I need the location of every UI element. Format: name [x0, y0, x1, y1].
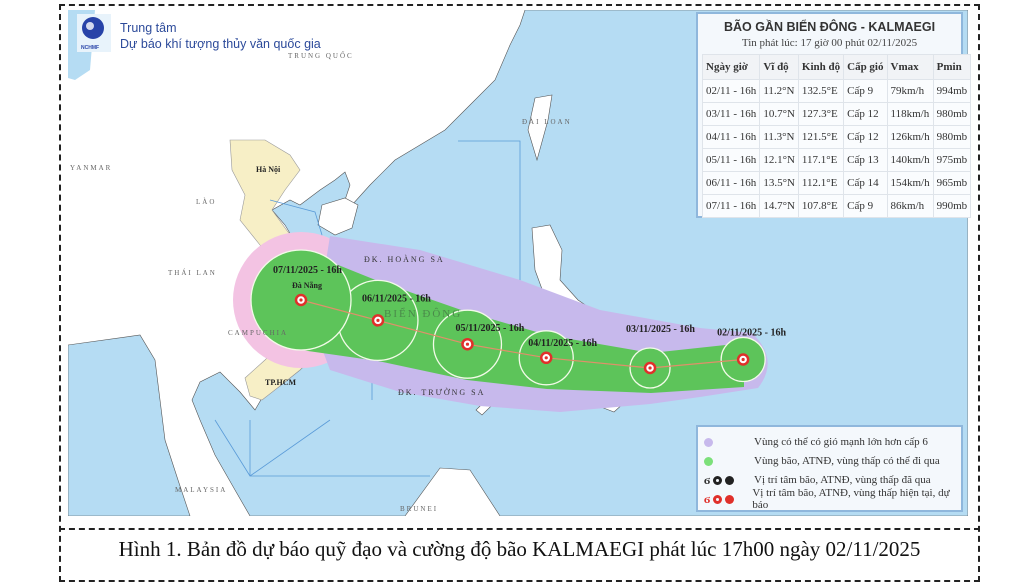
column-header: Ngày giờ: [701, 54, 761, 80]
column-header: Cấp gió: [843, 54, 888, 80]
table-cell: 140km/h: [886, 148, 934, 172]
table-cell: 13.5°N: [759, 171, 799, 195]
table-cell: Cấp 9: [843, 194, 888, 218]
org-line-1: Trung tâm: [120, 21, 177, 35]
storm-center-icon: [539, 351, 553, 365]
forecast-time-label: 03/11/2025 - 16h: [626, 324, 695, 335]
table-cell: Cấp 12: [843, 102, 888, 126]
table-cell: 14.7°N: [759, 194, 799, 218]
label-brunei: BRUNEI: [400, 505, 438, 513]
label-hoang-sa: ĐK. HOÀNG SA: [364, 254, 445, 264]
label-taiwan: ĐÀI LOAN: [522, 118, 572, 126]
table-cell: 132.5°E: [797, 79, 845, 103]
table-row: 04/11 - 16h 11.3°N 121.5°E Cấp 12 126km/h 980…: [701, 125, 972, 149]
table-cell: 112.1°E: [797, 171, 845, 195]
label-hanoi: Hà Nội: [256, 165, 281, 174]
table-cell: 06/11 - 16h: [701, 171, 761, 195]
table-cell: 11.3°N: [759, 125, 799, 149]
legend-item-past-positions: ϭ Vị trí tâm bão, ATNĐ, vùng thấp đã qua: [698, 471, 931, 489]
figure-caption: Hình 1. Bản đồ dự báo quỹ đạo và cường đ…: [118, 537, 921, 561]
map-legend: Vùng có thể có gió mạnh lớn hơn cấp 6 Vù…: [696, 425, 963, 512]
table-row: 03/11 - 16h 10.7°N 127.3°E Cấp 12 118km/h 980…: [701, 102, 972, 126]
label-truong-sa: ĐK. TRƯỜNG SA: [398, 387, 485, 397]
forecast-time-label: 04/11/2025 - 16h: [528, 338, 597, 349]
column-header: Kinh độ: [797, 54, 845, 80]
nchmf-logo: NCHMF: [77, 14, 111, 52]
track-line: [300, 299, 744, 369]
table-cell: 980mb: [932, 125, 972, 149]
table-row: 02/11 - 16h 11.2°N 132.5°E Cấp 9 79km/h 994mb: [701, 79, 972, 103]
table-cell: 126km/h: [886, 125, 934, 149]
org-line-2: Dự báo khí tượng thủy văn quốc gia: [120, 37, 321, 51]
table-cell: 12.1°N: [759, 148, 799, 172]
column-header: Pmin: [932, 54, 972, 80]
label-cambodia: CAMPUCHIA: [228, 329, 288, 337]
forecast-time-label: 05/11/2025 - 16h: [455, 323, 524, 334]
storm-center-icon: [461, 337, 474, 351]
table-cell: Cấp 9: [843, 79, 888, 103]
caption-divider: [59, 528, 980, 530]
table-row: 05/11 - 16h 12.1°N 117.1°E Cấp 13 140km/h 975…: [701, 148, 972, 172]
table-cell: 11.2°N: [759, 79, 799, 103]
table-cell: 117.1°E: [797, 148, 845, 172]
legend-item-storm-zone: Vùng bão, ATNĐ, vùng thấp có thể đi qua: [698, 452, 940, 470]
label-china: TRUNG QUỐC: [288, 52, 354, 60]
table-cell: Cấp 13: [843, 148, 888, 172]
column-header: Vmax: [886, 54, 934, 80]
forecast-time-label: 02/11/2025 - 16h: [717, 328, 786, 339]
issued-time: Tin phát lúc: 17 giờ 00 phút 02/11/2025: [741, 37, 918, 49]
table-cell: 975mb: [932, 148, 972, 172]
table-cell: 07/11 - 16h: [701, 194, 761, 218]
table-cell: 118km/h: [886, 102, 934, 126]
table-cell: 990mb: [932, 194, 972, 218]
table-cell: 03/11 - 16h: [701, 102, 761, 126]
storm-title: BÃO GẦN BIỂN ĐÔNG - KALMAEGI: [723, 20, 936, 34]
label-malaysia: MALAYSIA: [175, 486, 227, 494]
forecast-table: Ngày giờ Vĩ độ Kinh độ Cấp gió Vmax Pmin 02/1…: [701, 54, 972, 218]
table-cell: 107.8°E: [797, 194, 845, 218]
table-row: 06/11 - 16h 13.5°N 112.1°E Cấp 14 154km/h 965…: [701, 171, 972, 195]
legend-item-strong-wind: Vùng có thể có gió mạnh lớn hơn cấp 6: [698, 433, 928, 451]
forecast-time-label: 07/11/2025 - 16h: [273, 265, 342, 276]
table-cell: 10.7°N: [759, 102, 799, 126]
table-cell: 86km/h: [886, 194, 934, 218]
table-cell: 965mb: [932, 171, 972, 195]
figure-frame: [59, 4, 980, 582]
table-cell: 121.5°E: [797, 125, 845, 149]
table-cell: Cấp 14: [843, 171, 888, 195]
label-laos: LÀO: [196, 198, 216, 206]
table-cell: 154km/h: [886, 171, 934, 195]
green-dot-icon: [704, 456, 713, 466]
svg-text:NCHMF: NCHMF: [81, 45, 99, 51]
org-title: Trung tâm Dự báo khí tượng thủy văn quốc…: [120, 20, 321, 52]
column-header: Vĩ độ: [759, 54, 799, 80]
table-cell: 980mb: [932, 102, 972, 126]
black-storm-symbols-icon: ϭ: [698, 473, 754, 488]
table-cell: 994mb: [932, 79, 972, 103]
red-storm-symbols-icon: ϭ: [698, 492, 752, 507]
purple-dot-icon: [704, 437, 713, 447]
table-cell: 04/11 - 16h: [701, 125, 761, 149]
legend-item-forecast-positions: ϭ Vị trí tâm bão, ATNĐ, vùng thấp hiện t…: [698, 487, 961, 511]
storm-center-icon: [736, 353, 750, 366]
table-cell: 79km/h: [886, 79, 934, 103]
label-hcm: TP.HCM: [265, 378, 296, 387]
sea-andaman: [68, 334, 191, 516]
label-thailand: THÁI LAN: [168, 269, 217, 277]
table-cell: 02/11 - 16h: [701, 79, 761, 103]
hainan-island: [317, 197, 359, 236]
storm-center-icon: [294, 293, 308, 307]
storm-info-panel: BÃO GẦN BIỂN ĐÔNG - KALMAEGI Tin phát lú…: [696, 12, 972, 218]
table-cell: 05/11 - 16h: [701, 148, 761, 172]
table-row: 07/11 - 16h 14.7°N 107.8°E Cấp 9 86km/h 990mb: [701, 194, 972, 218]
label-myanmar: YANMAR: [70, 164, 112, 172]
forecast-time-label: 06/11/2025 - 16h: [362, 293, 431, 304]
table-cell: 127.3°E: [797, 102, 845, 126]
storm-center-icon: [371, 314, 385, 327]
label-bien-dong: BIỂN ĐÔNG: [384, 307, 462, 320]
table-cell: Cấp 12: [843, 125, 888, 149]
storm-center-icon: [643, 361, 657, 375]
taiwan-island: [527, 94, 553, 162]
label-danang: Đà Nẵng: [292, 281, 322, 290]
